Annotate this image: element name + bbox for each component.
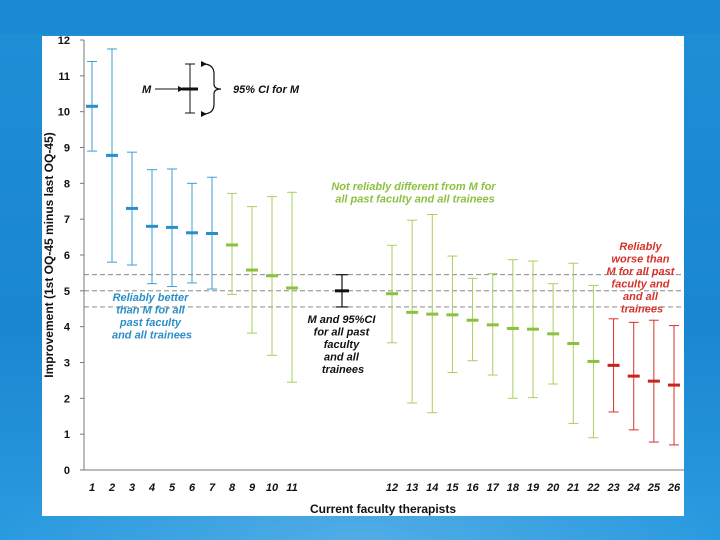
y-tick-label: 10	[58, 107, 70, 119]
therapist-errorbar-9	[246, 206, 258, 334]
x-tick-label: 18	[507, 482, 520, 494]
therapist-errorbar-10	[266, 196, 278, 356]
legend-arrow-head	[178, 86, 184, 92]
therapist-errorbar-18	[506, 259, 519, 399]
notdiff-label-line-2: all past faculty and all trainees	[335, 194, 495, 206]
better-label-line-3: past faculty	[119, 317, 182, 329]
x-tick-label: 15	[446, 482, 459, 494]
x-tick-label: 16	[466, 482, 479, 494]
chart-panel	[42, 36, 684, 516]
x-tick-label: 3	[129, 482, 135, 494]
therapist-errorbar-23	[607, 318, 620, 413]
x-tick-label: 12	[386, 482, 398, 494]
notdiff-label-line-1: Not reliably different from M for	[331, 181, 496, 193]
y-tick-label: 6	[64, 250, 70, 262]
therapist-errorbar-17	[486, 273, 499, 376]
x-tick-label: 6	[189, 482, 196, 494]
reference-label: M and 95%CI for all past faculty and all…	[308, 314, 379, 376]
y-tick-label: 5	[64, 286, 70, 298]
x-tick-label: 8	[229, 482, 236, 494]
x-tick-label: 14	[426, 482, 438, 494]
y-tick-label: 0	[64, 465, 70, 477]
x-tick-label: 13	[406, 482, 418, 494]
legend-inset: M 95% CI for M	[142, 61, 300, 117]
y-tick-label: 12	[58, 35, 70, 47]
therapist-errorbar-3	[126, 151, 138, 266]
x-tick-label: 5	[169, 482, 176, 494]
worse-label-line-2: worse than	[611, 254, 669, 266]
x-axis-label: Current faculty therapists	[310, 502, 456, 516]
x-tick-label: 10	[266, 482, 279, 494]
x-tick-label: 21	[566, 482, 579, 494]
therapist-errorbar-24	[627, 321, 640, 431]
x-tick-label: 19	[527, 482, 540, 494]
legend-brace	[202, 63, 222, 115]
reference-label-line-1: M and 95%CI	[308, 314, 377, 326]
x-tick-label: 20	[546, 482, 560, 494]
worse-label-line-3: M for all past	[607, 266, 676, 278]
therapist-errorbar-6	[186, 182, 198, 284]
y-tick-label: 4	[64, 322, 71, 334]
y-tick-label: 8	[64, 178, 70, 190]
slide-top-band	[0, 0, 720, 34]
legend-brace-arrow-top	[201, 61, 207, 67]
legend-brace-arrow-bottom	[201, 111, 207, 117]
therapist-errorbar-16	[466, 277, 479, 362]
reference-label-line-2: for all past	[314, 327, 371, 339]
worse-label-line-6: trainees	[621, 304, 663, 316]
reference-label-line-5: trainees	[322, 364, 364, 376]
therapist-errorbar-8	[226, 192, 238, 295]
therapist-errorbar-7	[206, 176, 218, 290]
x-tick-label: 24	[627, 482, 640, 494]
x-tick-label: 25	[647, 482, 661, 494]
y-tick-label: 9	[64, 143, 70, 155]
legend-m-label: M	[142, 84, 152, 96]
therapist-errorbar-15	[446, 255, 459, 374]
notdiff-group-label: Not reliably different from M for all pa…	[331, 181, 498, 206]
better-label-line-1: Reliably better	[113, 292, 190, 304]
worse-label-line-1: Reliably	[619, 241, 662, 253]
therapist-errorbar-5	[166, 168, 178, 288]
x-tick-label: 2	[108, 482, 115, 494]
x-tick-label: 1	[89, 482, 95, 494]
x-tick-label: 23	[606, 482, 619, 494]
x-tick-label: 26	[667, 482, 681, 494]
y-tick-label: 2	[64, 393, 70, 405]
therapist-errorbar-21	[567, 262, 580, 424]
x-tick-label: 9	[249, 482, 256, 494]
x-tick-label: 4	[148, 482, 155, 494]
therapist-errorbar-2	[106, 48, 118, 263]
therapist-errorbar-25	[647, 319, 660, 443]
better-label-line-2: than M for all	[116, 305, 185, 317]
y-axis-label: Improvement (1st OQ-45 minus last OQ-45)	[42, 132, 56, 377]
worse-group-label: Reliably worse than M for all past facul…	[607, 241, 678, 316]
therapist-errorbar-20	[547, 283, 560, 385]
therapist-errorbar-13	[406, 219, 419, 404]
worse-label-line-5: and all	[623, 291, 659, 303]
therapist-errorbar-19	[527, 260, 539, 399]
y-tick-label: 11	[58, 71, 70, 83]
therapist-errorbar-12	[386, 244, 398, 344]
x-tick-label: 17	[487, 482, 500, 494]
reference-label-line-4: and all	[324, 352, 360, 364]
y-tick-label: 3	[64, 358, 70, 370]
x-tick-label: 22	[586, 482, 599, 494]
x-tick-label: 11	[286, 482, 297, 494]
therapist-errorbar-14	[426, 214, 439, 414]
reference-label-line-3: faculty	[324, 339, 360, 351]
therapist-errorbar-26	[668, 325, 680, 446]
therapist-errorbar-11	[286, 191, 298, 383]
therapist-errorbar-1	[86, 61, 98, 152]
better-group-label: Reliably better than M for all past facu…	[112, 292, 192, 342]
legend-ci-label: 95% CI for M	[233, 84, 300, 96]
better-label-line-4: and all trainees	[112, 330, 192, 342]
therapist-errorbar-22	[587, 284, 600, 439]
y-tick-label: 7	[64, 214, 70, 226]
x-tick-label: 7	[209, 482, 216, 494]
worse-label-line-4: faculty and	[611, 279, 669, 291]
therapist-errorbar-4	[146, 169, 158, 285]
y-tick-label: 1	[64, 429, 70, 441]
